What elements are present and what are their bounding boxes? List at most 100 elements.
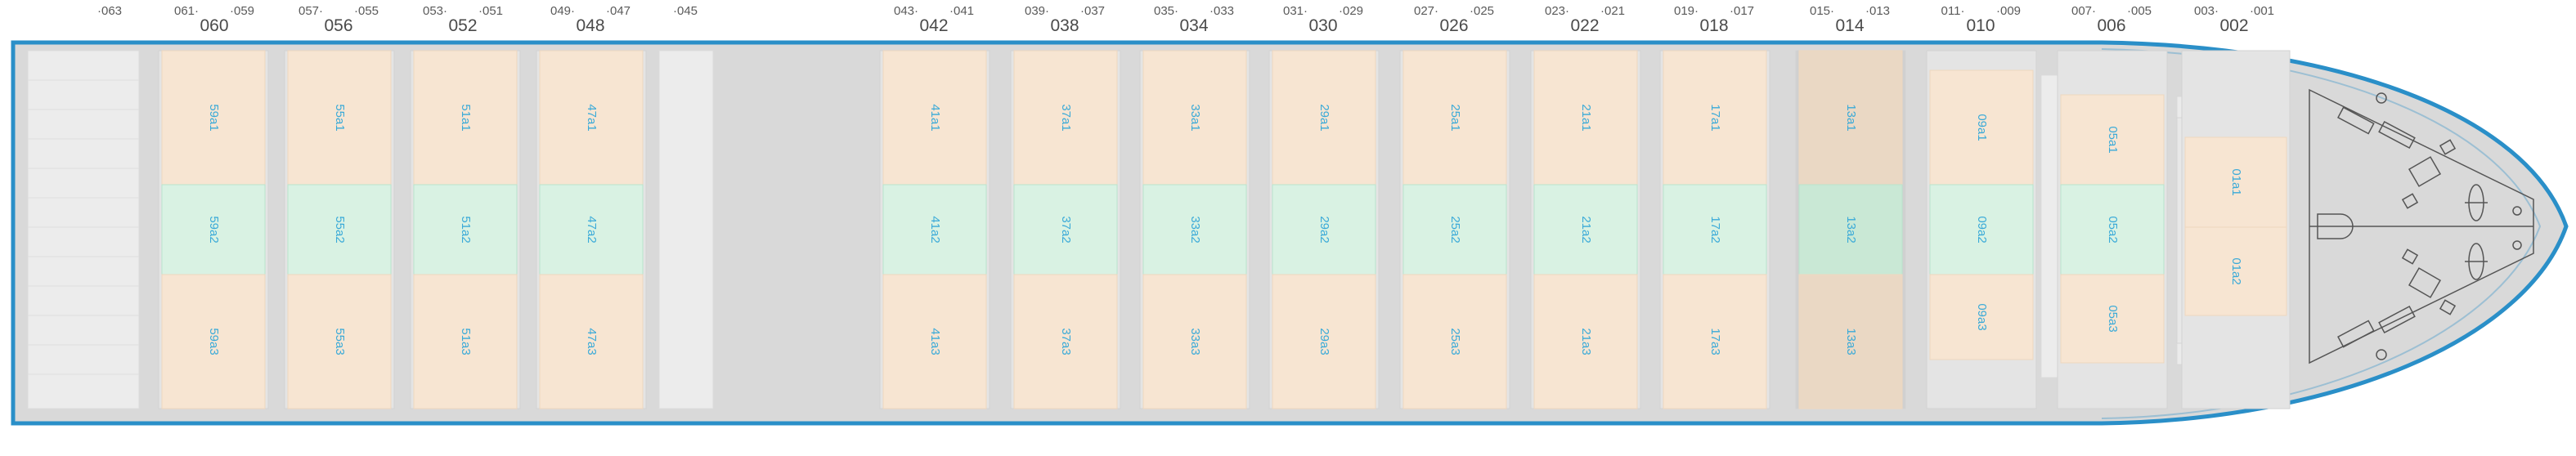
stowage-slot[interactable] bbox=[2060, 274, 2165, 364]
stowage-slot[interactable] bbox=[1798, 274, 1903, 409]
slot-label: 01a2 bbox=[2229, 257, 2243, 284]
slot-label: 25a2 bbox=[1448, 216, 1462, 243]
bay-sub-label-right: ·055 bbox=[354, 4, 379, 18]
stowage-slot[interactable] bbox=[1272, 274, 1376, 409]
stowage-slot[interactable] bbox=[1142, 274, 1247, 409]
bay-number-label: 052 bbox=[448, 16, 477, 35]
slot-label: 05a3 bbox=[2106, 305, 2120, 332]
stowage-slot[interactable] bbox=[1142, 50, 1247, 186]
slot-label: 37a3 bbox=[1059, 328, 1073, 355]
stowage-slot[interactable] bbox=[1402, 184, 1507, 275]
stowage-slot[interactable] bbox=[1663, 274, 1767, 409]
stowage-slot[interactable] bbox=[161, 184, 266, 275]
bay-sub-label-left: 043· bbox=[894, 4, 918, 18]
bay-sub-label-left: 011· bbox=[1941, 4, 1965, 18]
stowage-slot[interactable] bbox=[1402, 50, 1507, 186]
bay-sub-label-left: 035· bbox=[1154, 4, 1178, 18]
slot-label: 47a2 bbox=[585, 216, 599, 243]
bay-sub-label-left: 027· bbox=[1414, 4, 1438, 18]
slot-label: 59a2 bbox=[207, 216, 221, 243]
stowage-slot[interactable] bbox=[2060, 184, 2165, 275]
slot-label: 17a1 bbox=[1708, 104, 1722, 131]
bay-sub-label-left: 019· bbox=[1674, 4, 1699, 18]
bay-sub-label-right: ·041 bbox=[949, 4, 974, 18]
bay-sub-label-right: ·059 bbox=[230, 4, 254, 18]
stowage-slot[interactable] bbox=[287, 184, 392, 275]
bay-sub-label-left: 007· bbox=[2071, 4, 2096, 18]
bay-number-label: 038 bbox=[1050, 16, 1079, 35]
stowage-slot[interactable] bbox=[2184, 226, 2287, 316]
bay-sub-label-right: ·025 bbox=[1470, 4, 1494, 18]
slot-label: 13a1 bbox=[1844, 104, 1858, 131]
slot-label: 25a3 bbox=[1448, 328, 1462, 355]
bay-number-label: 060 bbox=[200, 16, 228, 35]
slot-label: 09a1 bbox=[1975, 114, 1989, 141]
stowage-slot[interactable] bbox=[1798, 50, 1903, 186]
stowage-slot[interactable] bbox=[1142, 184, 1247, 275]
stowage-slot[interactable] bbox=[413, 184, 518, 275]
slot-label: 33a1 bbox=[1188, 104, 1202, 131]
slot-label: 41a1 bbox=[928, 104, 942, 131]
slot-label: 55a1 bbox=[333, 104, 347, 131]
stowage-slot[interactable] bbox=[539, 184, 644, 275]
bay-number-label: 030 bbox=[1308, 16, 1337, 35]
bay-sub-label-left: 003· bbox=[2194, 4, 2219, 18]
bow-deck-outline bbox=[2309, 88, 2534, 364]
bay-sub-label-right: ·051 bbox=[478, 4, 503, 18]
bay-number-label: 002 bbox=[2219, 16, 2248, 35]
stowage-slot[interactable] bbox=[882, 274, 987, 409]
stern-bay bbox=[27, 50, 140, 409]
stowage-slot[interactable] bbox=[1272, 184, 1376, 275]
stowage-slot[interactable] bbox=[1013, 50, 1118, 186]
stowage-slot[interactable] bbox=[1013, 184, 1118, 275]
bay-number-label: 056 bbox=[324, 16, 352, 35]
bay-sub-label-left: 061· bbox=[174, 4, 199, 18]
slot-label: 29a3 bbox=[1317, 328, 1331, 355]
slot-label: 13a3 bbox=[1844, 328, 1858, 355]
stowage-slot[interactable] bbox=[2060, 94, 2165, 186]
bay-number-label: 042 bbox=[919, 16, 948, 35]
stowage-slot[interactable] bbox=[882, 50, 987, 186]
stowage-slot[interactable] bbox=[1929, 69, 2034, 186]
stowage-slot[interactable] bbox=[1798, 184, 1903, 275]
stowage-slot[interactable] bbox=[2184, 136, 2287, 228]
stowage-slot[interactable] bbox=[1663, 184, 1767, 275]
stowage-slot[interactable] bbox=[882, 184, 987, 275]
slot-label: 47a1 bbox=[585, 104, 599, 131]
bay-sub-label-left: 053· bbox=[423, 4, 447, 18]
slot-label: 13a2 bbox=[1844, 216, 1858, 243]
stowage-slot[interactable] bbox=[413, 50, 518, 186]
stowage-slot[interactable] bbox=[161, 50, 266, 186]
bay-sub-label-right: ·063 bbox=[97, 4, 122, 18]
stowage-slot[interactable] bbox=[287, 50, 392, 186]
slot-label: 05a2 bbox=[2106, 216, 2120, 243]
stowage-slot[interactable] bbox=[161, 274, 266, 409]
stowage-slot[interactable] bbox=[1533, 184, 1638, 275]
slot-label: 51a2 bbox=[459, 216, 473, 243]
stowage-slot[interactable] bbox=[1929, 274, 2034, 360]
windlass-starboard-icon bbox=[2337, 248, 2457, 348]
slot-label: 17a3 bbox=[1708, 328, 1722, 355]
stowage-slot[interactable] bbox=[1663, 50, 1767, 186]
slot-label: 09a2 bbox=[1975, 216, 1989, 243]
bay-sub-label-left: 023· bbox=[1545, 4, 1569, 18]
slot-label: 01a1 bbox=[2229, 168, 2243, 195]
stowage-slot[interactable] bbox=[1533, 274, 1638, 409]
stowage-slot[interactable] bbox=[1013, 274, 1118, 409]
slot-label: 21a3 bbox=[1579, 328, 1593, 355]
bay-number-label: 048 bbox=[576, 16, 604, 35]
stowage-slot[interactable] bbox=[539, 274, 644, 409]
slot-label: 29a1 bbox=[1317, 104, 1331, 131]
bay-sub-label-right: ·013 bbox=[1865, 4, 1890, 18]
hull-inner-edge bbox=[2101, 48, 2542, 419]
stowage-slot[interactable] bbox=[1402, 274, 1507, 409]
stowage-slot[interactable] bbox=[413, 274, 518, 409]
bay-sub-label-left: 049· bbox=[550, 4, 575, 18]
bay-number-label: 034 bbox=[1179, 16, 1208, 35]
stowage-slot[interactable] bbox=[1929, 184, 2034, 275]
stowage-slot[interactable] bbox=[1272, 50, 1376, 186]
slot-label: 51a3 bbox=[459, 328, 473, 355]
stowage-slot[interactable] bbox=[287, 274, 392, 409]
bay-slots: 59a1 59a2 59a3 55a1 55a2 55a3 51a1 51a2 51a3 47a1… bbox=[158, 50, 2291, 409]
bay-sub-label-right: ·045 bbox=[673, 4, 698, 18]
